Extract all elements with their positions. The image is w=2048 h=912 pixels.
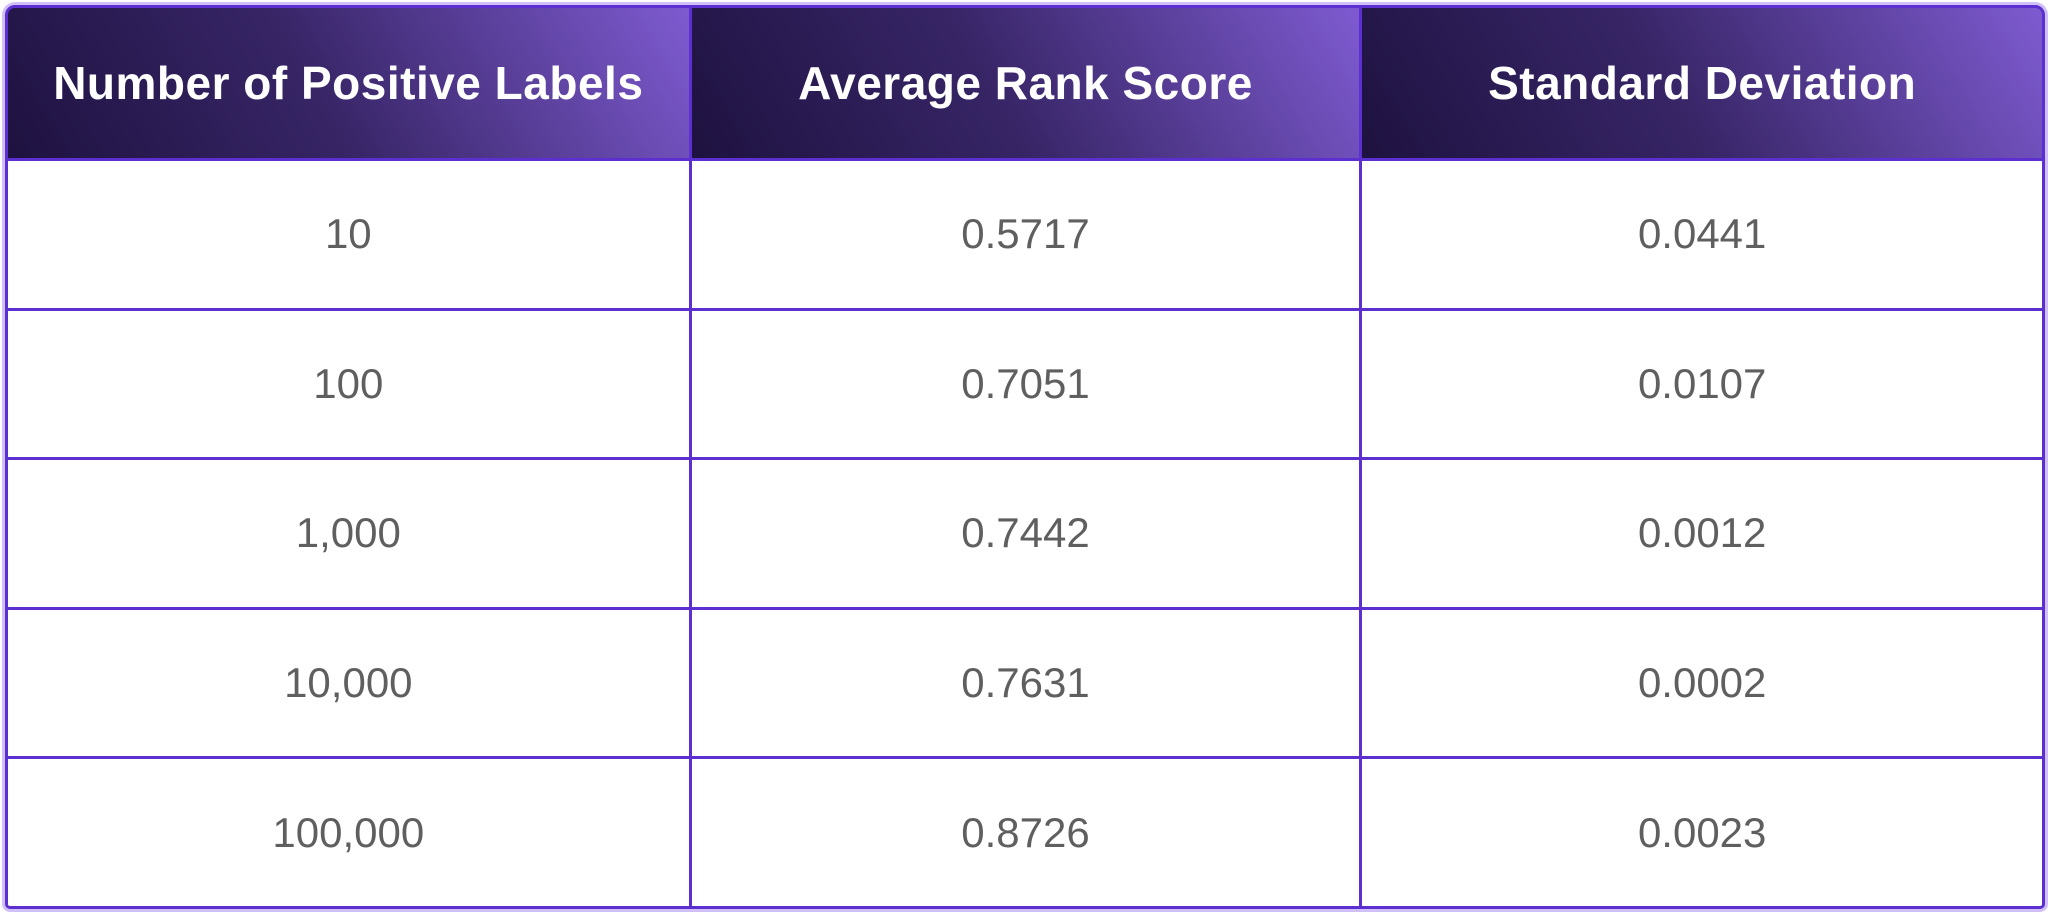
table-cell: 0.7631 [691, 609, 1360, 757]
table-cell: 0.0002 [1362, 609, 2042, 757]
table-cell: 0.8726 [691, 759, 1360, 906]
results-table: Number of Positive Labels Average Rank S… [5, 5, 2045, 909]
table-cell: 0.7051 [691, 310, 1360, 458]
column-header-standard-deviation: Standard Deviation [1362, 8, 2042, 158]
cell-value: 0.0107 [1637, 359, 1767, 407]
cell-value: 1,000 [295, 509, 401, 557]
cell-value: 0.0002 [1637, 659, 1767, 707]
cell-value: 0.5717 [961, 210, 1090, 258]
cell-value: 0.0012 [1637, 509, 1767, 557]
table-cell: 0.0107 [1362, 310, 2042, 458]
cell-value: 10,000 [284, 659, 413, 707]
column-header-positive-labels: Number of Positive Labels [8, 8, 689, 158]
cell-value: 0.7631 [961, 659, 1090, 707]
column-header-label: Standard Deviation [1488, 57, 1917, 109]
cell-value: 100,000 [272, 808, 425, 856]
column-header-label: Average Rank Score [798, 57, 1253, 109]
column-header-label: Number of Positive Labels [53, 57, 644, 109]
column-header-average-rank-score: Average Rank Score [691, 8, 1360, 158]
table-cell: 10,000 [8, 609, 689, 757]
table-cell: 0.0441 [1362, 161, 2042, 308]
cell-value: 0.7051 [961, 359, 1090, 407]
table-cell: 0.0023 [1362, 759, 2042, 906]
cell-value: 100 [313, 359, 384, 407]
table-cell: 100,000 [8, 759, 689, 906]
table-cell: 10 [8, 161, 689, 308]
table-cell: 0.5717 [691, 161, 1360, 308]
cell-value: 0.0023 [1637, 808, 1767, 856]
table-cell: 100 [8, 310, 689, 458]
cell-value: 0.7442 [961, 509, 1090, 557]
cell-value: 0.0441 [1637, 210, 1767, 258]
table-cell: 0.7442 [691, 460, 1360, 607]
table-cell: 1,000 [8, 460, 689, 607]
cell-value: 10 [324, 210, 372, 258]
cell-value: 0.8726 [961, 808, 1090, 856]
table-cell: 0.0012 [1362, 460, 2042, 607]
